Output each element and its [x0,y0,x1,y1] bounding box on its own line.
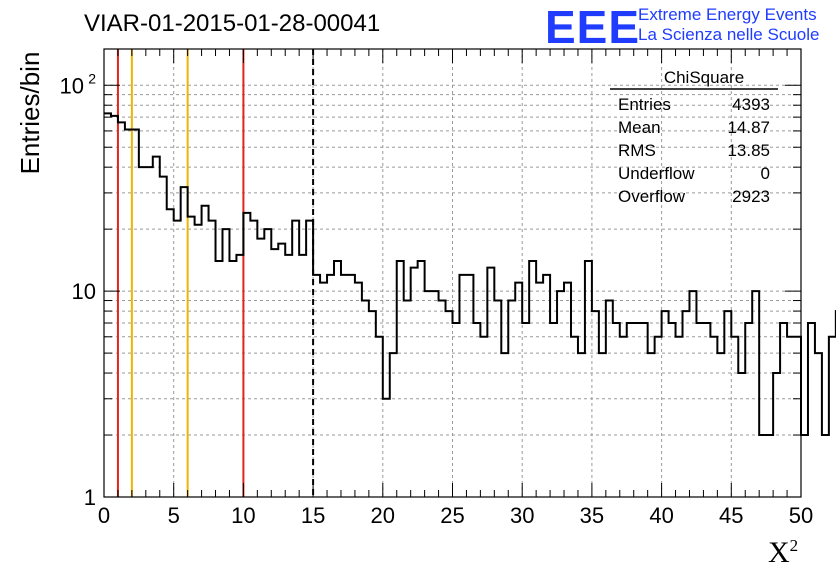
x-tick-label: 35 [580,503,604,528]
stats-label: Mean [618,118,661,137]
x-tick-label: 50 [789,503,813,528]
stats-label: Overflow [618,187,686,206]
stats-box-title: ChiSquare [664,68,744,87]
logo-line-2: La Scienza nelle Scuole [638,25,820,44]
eee-logo: EEE [545,1,641,53]
stats-label: Underflow [618,164,695,183]
x-tick-label: 25 [440,503,464,528]
x-tick-label: 45 [719,503,743,528]
x-tick-label: 30 [510,503,534,528]
y-tick-exponent: 2 [88,70,96,86]
x-tick-label: 10 [231,503,255,528]
x-tick-label: 15 [301,503,325,528]
x-tick-label: 20 [371,503,395,528]
y-tick-label: 10 [60,73,84,98]
x-tick-label: 0 [98,503,110,528]
y-tick-label: 1 [84,485,96,510]
stats-value: 13.85 [727,141,770,160]
stats-value: 0 [761,164,770,183]
x-tick-label: 40 [649,503,673,528]
stats-value: 4393 [732,95,770,114]
plot-title: VIAR-01-2015-01-28-00041 [84,10,381,37]
logo-line-1: Extreme Energy Events [638,5,817,24]
stats-label: RMS [618,141,656,160]
x-tick-label: 5 [168,503,180,528]
stats-value: 14.87 [727,118,770,137]
y-tick-label: 10 [72,279,96,304]
stats-label: Entries [618,95,671,114]
stats-value: 2923 [732,187,770,206]
histogram-line [104,112,836,437]
x-axis-label: X2 [768,536,799,569]
